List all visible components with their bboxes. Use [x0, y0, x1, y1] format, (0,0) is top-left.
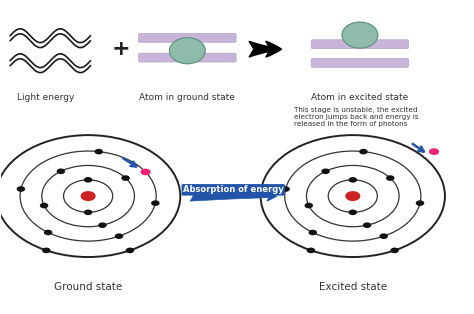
Text: Atom in ground state: Atom in ground state — [139, 93, 235, 102]
Circle shape — [57, 169, 65, 174]
Text: Absorption of energy: Absorption of energy — [183, 185, 283, 194]
Circle shape — [98, 222, 107, 228]
Circle shape — [429, 148, 439, 155]
Circle shape — [94, 149, 103, 154]
Circle shape — [345, 191, 360, 201]
FancyBboxPatch shape — [139, 53, 236, 62]
Circle shape — [391, 247, 399, 253]
Circle shape — [121, 175, 130, 181]
Circle shape — [115, 233, 123, 239]
Circle shape — [42, 247, 51, 253]
Circle shape — [40, 203, 48, 208]
Ellipse shape — [342, 22, 378, 48]
Circle shape — [386, 175, 394, 181]
Circle shape — [379, 233, 388, 239]
Text: Atom in excited state: Atom in excited state — [311, 93, 409, 102]
Circle shape — [416, 200, 424, 206]
Text: +: + — [112, 39, 130, 59]
Circle shape — [44, 230, 53, 235]
Text: This stage is unstable, the excited
electron jumps back and energy is
released i: This stage is unstable, the excited elec… — [294, 107, 419, 127]
Text: Light energy: Light energy — [17, 93, 74, 102]
Text: Ground state: Ground state — [54, 282, 122, 292]
Circle shape — [359, 149, 368, 154]
Text: Excited state: Excited state — [319, 282, 387, 292]
Circle shape — [281, 186, 290, 192]
Circle shape — [304, 203, 313, 208]
Ellipse shape — [169, 38, 205, 64]
Circle shape — [84, 177, 92, 183]
FancyBboxPatch shape — [311, 58, 409, 67]
Circle shape — [81, 191, 96, 201]
Circle shape — [363, 222, 371, 228]
FancyBboxPatch shape — [139, 34, 236, 42]
Circle shape — [140, 169, 151, 175]
Circle shape — [309, 230, 317, 235]
Circle shape — [17, 186, 25, 192]
Circle shape — [151, 200, 160, 206]
Circle shape — [321, 169, 330, 174]
FancyBboxPatch shape — [311, 40, 409, 49]
Circle shape — [84, 209, 92, 215]
Circle shape — [348, 209, 357, 215]
Circle shape — [126, 247, 134, 253]
Circle shape — [307, 247, 315, 253]
Circle shape — [348, 177, 357, 183]
